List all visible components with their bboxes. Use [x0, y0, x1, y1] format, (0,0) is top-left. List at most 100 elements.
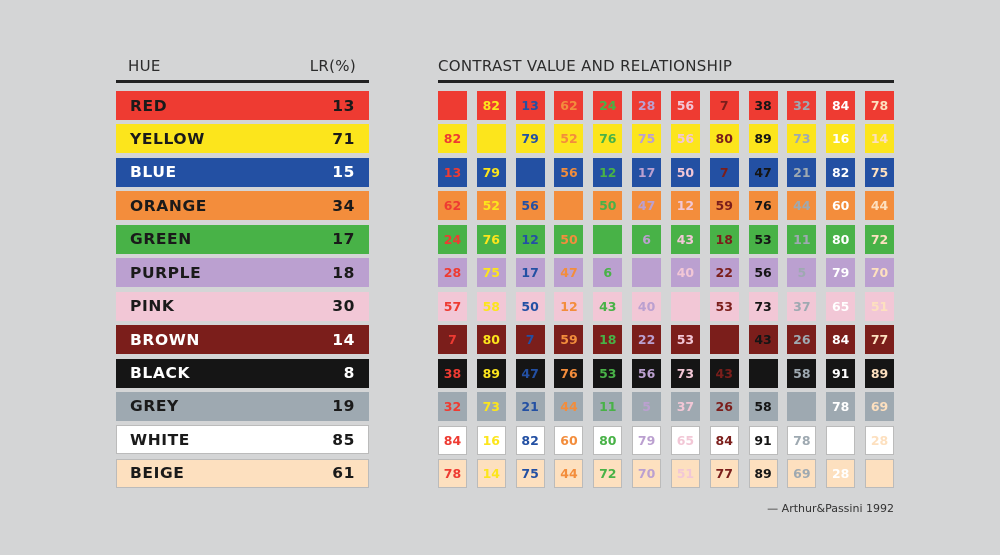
contrast-cell: 43: [670, 224, 700, 254]
contrast-cell: 11: [787, 224, 817, 254]
contrast-cell: 21: [787, 157, 817, 187]
lr-column-header: LR(%): [309, 57, 356, 75]
contrast-cell: 7: [438, 325, 467, 355]
contrast-cell: 53: [670, 325, 700, 355]
contrast-cell: 59: [554, 325, 584, 355]
contrast-cell: 32: [438, 392, 467, 422]
contrast-cell: 12: [593, 157, 623, 187]
contrast-cell: 75: [476, 258, 506, 288]
contrast-cell: 70: [632, 458, 662, 488]
contrast-cell: 80: [593, 425, 623, 455]
contrast-cell: 84: [826, 91, 856, 120]
contrast-cell: 44: [865, 191, 895, 221]
hue-lr-value: 15: [332, 163, 355, 182]
contrast-cell: 12: [554, 291, 584, 321]
contrast-cell: 80: [826, 224, 856, 254]
contrast-cell: [748, 358, 778, 388]
contrast-cell: 77: [709, 458, 739, 488]
contrast-cell: 6: [593, 258, 623, 288]
contrast-cell: 12: [515, 224, 545, 254]
contrast-cell: 73: [787, 124, 817, 154]
contrast-cell: 50: [554, 224, 584, 254]
contrast-cell: [438, 91, 467, 120]
contrast-cell: [476, 124, 506, 154]
contrast-cell: 44: [554, 392, 584, 422]
contrast-cell: 5: [787, 258, 817, 288]
contrast-cell: 28: [865, 425, 895, 455]
contrast-cell: 78: [865, 91, 895, 120]
contrast-cell: [709, 325, 739, 355]
contrast-cell: [826, 425, 856, 455]
contrast-cell: 53: [709, 291, 739, 321]
hue-lr-value: 30: [332, 297, 355, 316]
contrast-cell: 89: [748, 124, 778, 154]
contrast-cell: 57: [438, 291, 467, 321]
contrast-cell: 69: [865, 392, 895, 422]
contrast-cell: 52: [554, 124, 584, 154]
contrast-cell: 58: [748, 392, 778, 422]
contrast-cell: 84: [709, 425, 739, 455]
contrast-cell: 14: [476, 458, 506, 488]
hue-lr-value: 13: [332, 96, 355, 115]
contrast-cell: 79: [476, 157, 506, 187]
contrast-cell: 72: [865, 224, 895, 254]
contrast-cell: [554, 191, 584, 221]
hue-row-blue: BLUE 15: [116, 157, 369, 187]
contrast-cell: 16: [826, 124, 856, 154]
contrast-cell: 70: [865, 258, 895, 288]
contrast-cell: 91: [748, 425, 778, 455]
contrast-cell: 78: [787, 425, 817, 455]
contrast-cell: 80: [709, 124, 739, 154]
contrast-cell: 56: [632, 358, 662, 388]
contrast-cell: 56: [748, 258, 778, 288]
contrast-cell: 65: [670, 425, 700, 455]
contrast-cell: 6: [632, 224, 662, 254]
contrast-cell: 38: [748, 91, 778, 120]
hue-row-brown: BROWN 14: [116, 325, 369, 355]
contrast-cell: 51: [670, 458, 700, 488]
contrast-cell: 40: [632, 291, 662, 321]
contrast-cell: 5: [632, 392, 662, 422]
contrast-cell: 79: [515, 124, 545, 154]
contrast-cell: [787, 392, 817, 422]
contrast-cell: 52: [476, 191, 506, 221]
contrast-cell: 18: [593, 325, 623, 355]
hue-name: PINK: [130, 297, 175, 316]
contrast-cell: 50: [515, 291, 545, 321]
hue-row-green: GREEN 17: [116, 224, 369, 254]
contrast-cell: 13: [438, 157, 467, 187]
contrast-cell: 79: [826, 258, 856, 288]
contrast-cell: 37: [670, 392, 700, 422]
hue-name: YELLOW: [130, 129, 205, 148]
hue-name: BEIGE: [130, 464, 185, 483]
contrast-cell: 7: [709, 157, 739, 187]
hue-row-grey: GREY 19: [116, 391, 369, 421]
contrast-cell: 76: [748, 191, 778, 221]
contrast-cell: 56: [670, 124, 700, 154]
contrast-cell: 58: [476, 291, 506, 321]
contrast-cell: 43: [709, 358, 739, 388]
contrast-cell: 22: [632, 325, 662, 355]
source-credit: — Arthur&Passini 1992: [767, 502, 894, 515]
contrast-cell: 7: [709, 91, 739, 120]
contrast-cell: 44: [554, 458, 584, 488]
contrast-cell: 37: [787, 291, 817, 321]
hue-row-pink: PINK 30: [116, 291, 369, 321]
hue-lr-value: 14: [332, 330, 355, 349]
contrast-cell: [515, 157, 545, 187]
contrast-cell: 56: [554, 157, 584, 187]
contrast-cell: 62: [554, 91, 584, 120]
contrast-cell: 91: [826, 358, 856, 388]
contrast-header: CONTRAST VALUE AND RELATIONSHIP: [438, 57, 733, 75]
hue-row-yellow: YELLOW 71: [116, 124, 369, 154]
contrast-cell: 17: [632, 157, 662, 187]
contrast-cell: 7: [515, 325, 545, 355]
hue-name: BLACK: [130, 364, 191, 382]
contrast-cell: 47: [748, 157, 778, 187]
contrast-cell: 43: [748, 325, 778, 355]
hue-row-purple: PURPLE 18: [116, 258, 369, 288]
hue-lr-value: 18: [332, 263, 355, 282]
contrast-cell: 72: [593, 458, 623, 488]
contrast-cell: 12: [670, 191, 700, 221]
hue-row-beige: BEIGE 61: [116, 458, 369, 488]
